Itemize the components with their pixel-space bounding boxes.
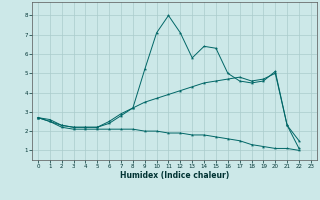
X-axis label: Humidex (Indice chaleur): Humidex (Indice chaleur): [120, 171, 229, 180]
